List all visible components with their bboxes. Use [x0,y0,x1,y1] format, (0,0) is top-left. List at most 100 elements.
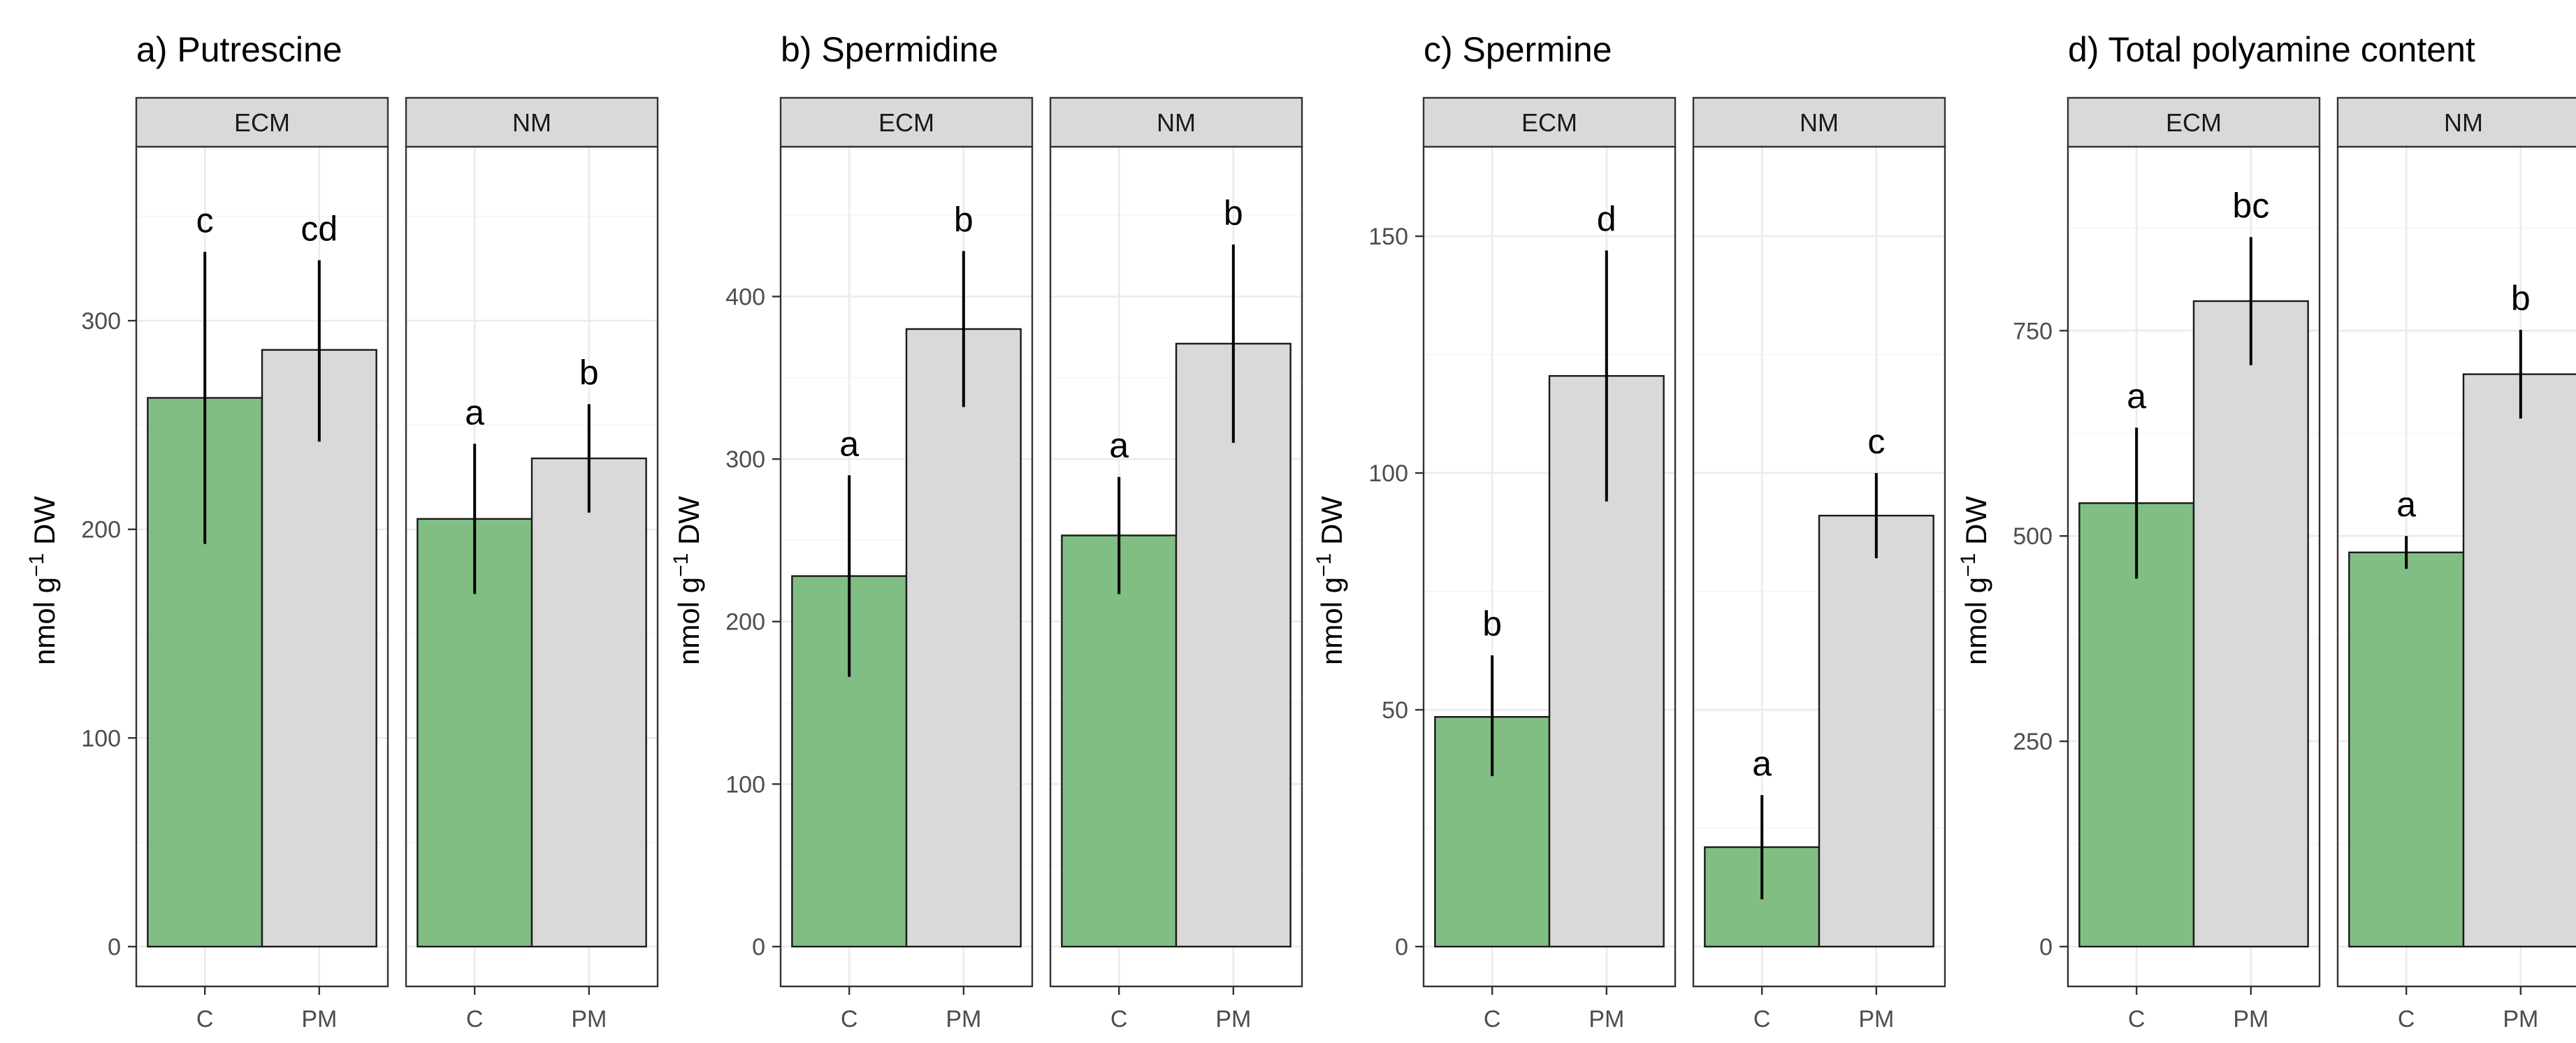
y-tick-label: 200 [725,609,765,636]
significance-letter: cd [301,209,338,248]
x-tick-label: C [841,1006,858,1033]
x-tick-label: C [2398,1006,2415,1033]
y-axis-title-unit: DW [1960,496,1992,553]
bar-ecm-pm [905,328,1022,948]
y-axis-title-unit: DW [672,496,705,553]
facet-nm: a c C PM NM [1692,96,1946,1033]
significance-letter: c [196,201,214,240]
y-axis-title-superscript: −1 [1957,553,1980,577]
y-tick-label: 200 [81,517,121,544]
significance-letter: bc [2232,186,2269,225]
y-tick-label: 250 [2013,729,2053,755]
bar-nm-pm [530,457,647,948]
bar-nm-c [2348,551,2465,948]
facet-strip-label: NM [1800,108,1839,137]
x-tick-label: PM [1858,1006,1894,1033]
facet-strip-label: ECM [878,108,934,137]
y-tick-label: 150 [1368,224,1408,250]
significance-letter: a [465,393,484,432]
y-axis-title-unit: DW [1315,496,1348,553]
facet-strip [1692,96,1946,148]
panel-title: d) Total polyamine content [2068,30,2475,69]
significance-letter: b [1482,604,1502,643]
significance-letter: b [579,353,599,393]
significance-letter: a [2396,485,2416,524]
bar-nm-pm [1818,514,1934,948]
y-axis-title-superscript: −1 [1312,553,1336,577]
y-tick-label: 0 [752,934,765,961]
x-tick-label: PM [301,1006,337,1033]
facet-strip-label: ECM [234,108,290,137]
significance-letter: b [1224,194,1243,233]
panel-d: d) Total polyamine content nmol g−1 DW 0 25… [1957,30,2576,1033]
panel-title: a) Putrescine [136,30,342,69]
y-tick-label: 100 [81,725,121,752]
x-tick-label: PM [2503,1006,2538,1033]
x-tick-label: C [196,1006,214,1033]
significance-letter: a [1752,744,1772,783]
y-axis-title-main: nmol g [1315,577,1348,665]
facet-ecm: b d C PM ECM [1422,96,1677,1033]
y-tick-label: 0 [2039,934,2053,961]
y-axis-title: nmol g−1 DW [1312,496,1348,665]
panel-title: c) Spermine [1424,30,1612,69]
y-axis-title-unit: DW [28,496,61,553]
significance-letter: b [954,200,974,239]
facet-nm: a b C PM NM [2336,96,2576,1033]
y-tick-label: 300 [81,308,121,335]
significance-letter: a [839,424,859,463]
significance-letter: a [1109,426,1129,465]
y-tick-label: 100 [725,771,765,798]
facet-nm: a b C PM NM [1049,96,1303,1033]
y-axis-title-main: nmol g [28,577,61,665]
panel-a: a) Putrescine nmol g−1 DW 0 100 200 300 c cd C PM… [25,30,659,1033]
bar-ecm-pm [2192,300,2309,948]
facet-strip [2067,96,2321,148]
facet-strip [1049,96,1303,148]
y-tick-label: 750 [2013,318,2053,344]
y-tick-label: 50 [1382,697,1408,724]
y-axis-title: nmol g−1 DW [1957,496,1992,665]
y-axis-title-main: nmol g [1960,577,1992,665]
facet-nm: a b C PM NM [405,96,659,1033]
x-tick-label: PM [946,1006,981,1033]
x-tick-label: PM [571,1006,607,1033]
panel-b: b) Spermidine nmol g−1 DW 0 100 200 300 400 a b C… [670,30,1303,1033]
y-axis-title-main: nmol g [672,577,705,665]
y-tick-label: 0 [108,934,121,961]
y-axis-title: nmol g−1 DW [25,496,61,665]
panel-c: c) Spermine nmol g−1 DW 0 50 100 150 b d C PM ECM a… [1312,30,1946,1033]
x-tick-label: C [466,1006,484,1033]
facet-strip-label: NM [2444,108,2483,137]
significance-letter: c [1867,422,1885,461]
facet-ecm: a bc C PM ECM [2067,96,2321,1033]
y-tick-label: 400 [725,284,765,310]
facet-strip-label: NM [1157,108,1196,137]
significance-letter: a [2127,377,2146,416]
x-tick-label: C [1484,1006,1501,1033]
facet-strip [135,96,389,148]
y-axis-title-superscript: −1 [25,553,48,577]
panel-title: b) Spermidine [781,30,998,69]
x-tick-label: PM [2233,1006,2269,1033]
y-tick-label: 100 [1368,460,1408,487]
facet-strip [405,96,659,148]
y-tick-label: 0 [1395,934,1408,961]
x-tick-label: C [1753,1006,1771,1033]
x-tick-label: C [1110,1006,1128,1033]
y-tick-label: 300 [725,446,765,473]
bar-nm-pm [2462,373,2576,948]
facet-strip [1422,96,1677,148]
bar-nm-c [1061,534,1178,948]
bar-nm-pm [1175,342,1291,948]
facet-strip-label: ECM [1521,108,1577,137]
facet-ecm: c cd C PM ECM [135,96,389,1033]
facet-strip [779,96,1034,148]
significance-letter: b [2511,279,2531,318]
y-axis-title-superscript: −1 [670,553,693,577]
facet-strip-label: ECM [2166,108,2222,137]
x-tick-label: PM [1589,1006,1624,1033]
y-axis-title: nmol g−1 DW [670,496,705,665]
facet-strip [2336,96,2576,148]
